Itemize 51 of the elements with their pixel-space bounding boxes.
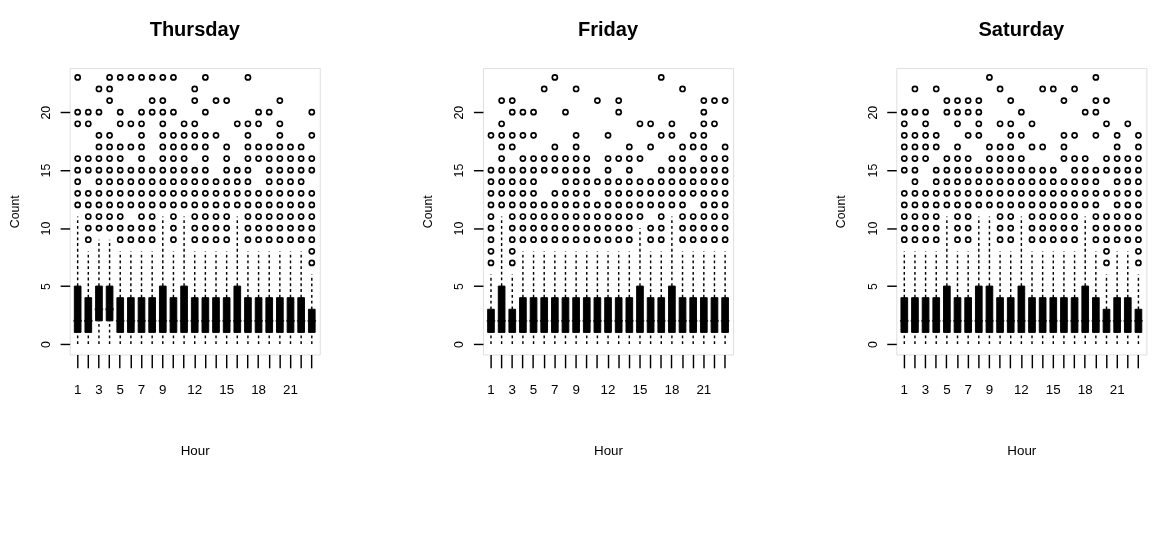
x-tick-label: 9 [159,382,167,398]
x-tick-label: 21 [696,382,712,398]
x-tick-label: 5 [943,382,951,398]
x-tick-label: 7 [137,382,146,398]
y-axis-title: Count [420,194,435,229]
y-tick-label: 20 [39,105,54,120]
x-tick-label: 3 [921,382,930,398]
y-tick-label: 20 [865,105,880,120]
x-tick-label: 5 [529,382,538,398]
chart-title: Friday [577,17,639,40]
x-tick-label: 12 [1013,382,1029,398]
y-tick-label: 10 [452,221,467,236]
x-tick-label: 12 [600,382,616,398]
y-axis-title: Count [7,194,22,229]
x-tick-label: 18 [1077,382,1093,398]
y-tick-label: 5 [865,283,880,291]
x-tick-label: 1 [73,382,82,398]
x-tick-label: 5 [116,382,124,398]
y-tick-label: 10 [865,221,880,236]
x-tick-label: 7 [551,382,559,398]
x-axis-title: Hour [1007,443,1037,459]
x-tick-label: 3 [95,382,103,398]
y-tick-label: 0 [865,340,880,348]
y-tick-label: 0 [452,340,467,348]
y-tick-label: 20 [452,105,467,120]
x-tick-label: 18 [251,382,267,398]
y-tick-label: 5 [452,283,467,291]
y-tick-label: 0 [39,340,54,348]
y-tick-label: 15 [39,163,54,178]
x-axis-title: Hour [594,443,624,459]
x-tick-label: 9 [572,382,580,398]
x-tick-label: 7 [964,382,972,398]
y-axis-title: Count [834,194,849,229]
x-tick-label: 21 [1109,382,1125,398]
x-tick-label: 9 [985,382,994,398]
chart-title: Saturday [978,17,1066,40]
chart-title: Thursday [149,17,241,40]
x-tick-label: 12 [187,382,203,398]
x-tick-label: 3 [508,382,516,398]
y-tick-label: 15 [452,163,467,178]
x-tick-label: 15 [1045,382,1061,398]
y-tick-label: 15 [865,163,880,178]
y-tick-label: 5 [39,283,54,291]
x-axis-title: Hour [180,443,211,459]
x-tick-label: 18 [664,382,680,398]
x-tick-label: 15 [632,382,648,398]
x-tick-label: 15 [219,382,235,398]
x-tick-label: 1 [900,382,909,398]
y-tick-label: 10 [39,221,54,236]
x-tick-label: 21 [283,382,298,398]
x-tick-label: 1 [487,382,495,398]
